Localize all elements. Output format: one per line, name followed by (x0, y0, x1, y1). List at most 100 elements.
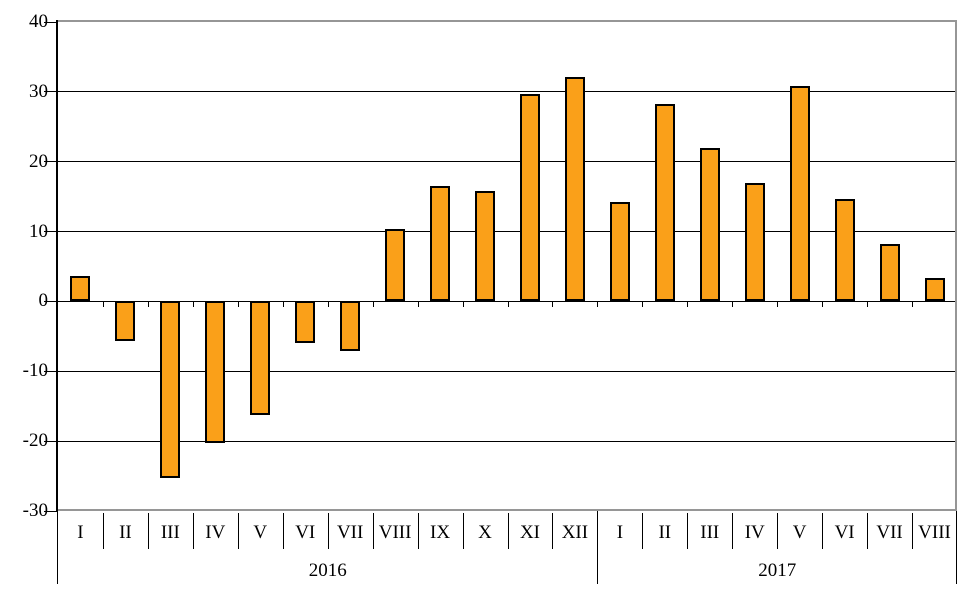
y-axis-tick (44, 510, 58, 512)
bar-2016-I (70, 275, 91, 302)
category-axis-tick (552, 301, 554, 308)
category-axis-tick (327, 301, 329, 308)
category-axis-tick (642, 301, 644, 308)
month-separator (417, 513, 419, 549)
y-axis-line (56, 20, 58, 511)
month-separator (192, 513, 194, 549)
month-label-2016-VII: VII (336, 522, 364, 543)
y-axis-tick-label: 10 (29, 220, 48, 242)
category-axis-tick (102, 301, 104, 308)
month-separator (237, 513, 239, 549)
y-axis-tick (44, 440, 58, 442)
month-label-2016-X: X (478, 522, 492, 543)
category-axis-tick (867, 301, 869, 308)
plot-area-border (58, 20, 957, 511)
category-axis-tick (822, 301, 824, 308)
month-label-2017-VI: VI (834, 522, 855, 543)
bar-2017-VIII (924, 278, 945, 302)
bar-2017-VI (834, 199, 855, 302)
bar-2016-XII (564, 77, 585, 302)
bar-2016-VI (295, 301, 316, 343)
y-axis-tick-label: 40 (29, 11, 48, 32)
month-separator (687, 513, 689, 549)
y-axis-tick (44, 21, 58, 23)
month-label-2016-I: I (77, 522, 84, 543)
month-label-2016-VI: VI (295, 522, 316, 543)
month-separator (642, 513, 644, 549)
month-label-2017-VIII: VIII (918, 522, 951, 543)
bar-2017-II (654, 103, 675, 302)
month-separator (102, 513, 104, 549)
month-separator (282, 513, 284, 549)
y-axis-tick (44, 370, 58, 372)
y-axis-tick-label: 30 (29, 80, 48, 102)
year-label-2016: 2016 (308, 560, 347, 581)
gridline (58, 370, 957, 372)
category-axis-tick (282, 301, 284, 308)
bar-2017-III (699, 148, 720, 302)
y-axis-tick-label: 0 (38, 290, 49, 312)
y-axis-tick (44, 91, 58, 93)
y-axis-tick-label: -20 (22, 430, 48, 452)
category-axis-tick (462, 301, 464, 308)
month-label-2016-IV: IV (205, 522, 226, 543)
bar-2017-IV (744, 183, 765, 302)
bar-2016-IX (430, 186, 451, 302)
category-axis-tick (687, 301, 689, 308)
month-separator (777, 513, 779, 549)
month-label-2016-III: III (160, 522, 180, 543)
category-axis-tick (192, 301, 194, 308)
gridline (58, 161, 957, 163)
month-label-2016-VIII: VIII (378, 522, 412, 543)
category-axis-tick (597, 301, 599, 308)
month-separator (372, 513, 374, 549)
month-label-2016-XII: XII (561, 522, 589, 543)
category-axis-tick (912, 301, 914, 308)
month-separator (912, 513, 914, 549)
y-axis-tick-label: 20 (29, 150, 48, 172)
category-axis-tick (777, 301, 779, 308)
year-separator (57, 511, 58, 584)
month-separator (822, 513, 824, 549)
y-axis-tick-label: -30 (22, 500, 48, 521)
bar-2016-VIII (385, 228, 406, 302)
gridline (58, 91, 957, 93)
bar-2016-II (115, 301, 136, 341)
bar-2017-VII (879, 244, 900, 302)
bar-2016-III (160, 301, 181, 479)
category-axis-tick (417, 301, 419, 308)
month-separator (462, 513, 464, 549)
category-axis-tick (732, 301, 734, 308)
bar-2016-VII (340, 301, 361, 352)
bar-2016-IV (205, 301, 226, 444)
year-label-2017: 2017 (758, 560, 797, 581)
year-separator (597, 511, 599, 584)
month-label-2017-I: I (616, 522, 624, 543)
month-separator (147, 513, 149, 549)
bar-2016-V (250, 301, 271, 415)
month-label-2017-V: V (792, 522, 807, 543)
month-separator (327, 513, 329, 549)
bar-2017-V (789, 86, 810, 302)
month-label-2017-III: III (700, 522, 720, 543)
y-axis-tick (44, 161, 58, 163)
y-axis-tick (44, 231, 58, 233)
category-axis-tick (372, 301, 374, 308)
gridline (58, 440, 957, 442)
month-separator (732, 513, 734, 549)
year-separator (956, 511, 957, 584)
month-label-2017-IV: IV (744, 522, 765, 543)
bar-2017-I (609, 202, 630, 302)
category-axis-tick (507, 301, 509, 308)
y-axis-tick-label: -10 (22, 360, 48, 382)
month-label-2016-XI: XI (519, 522, 540, 543)
month-label-2017-VII: VII (876, 522, 903, 543)
category-axis-tick (147, 301, 149, 308)
bar-2016-XI (519, 93, 540, 302)
month-label-2017-II: II (658, 522, 672, 543)
month-separator (507, 513, 509, 549)
y-axis-tick (44, 300, 58, 302)
gridline (58, 231, 957, 233)
month-separator (867, 513, 869, 549)
